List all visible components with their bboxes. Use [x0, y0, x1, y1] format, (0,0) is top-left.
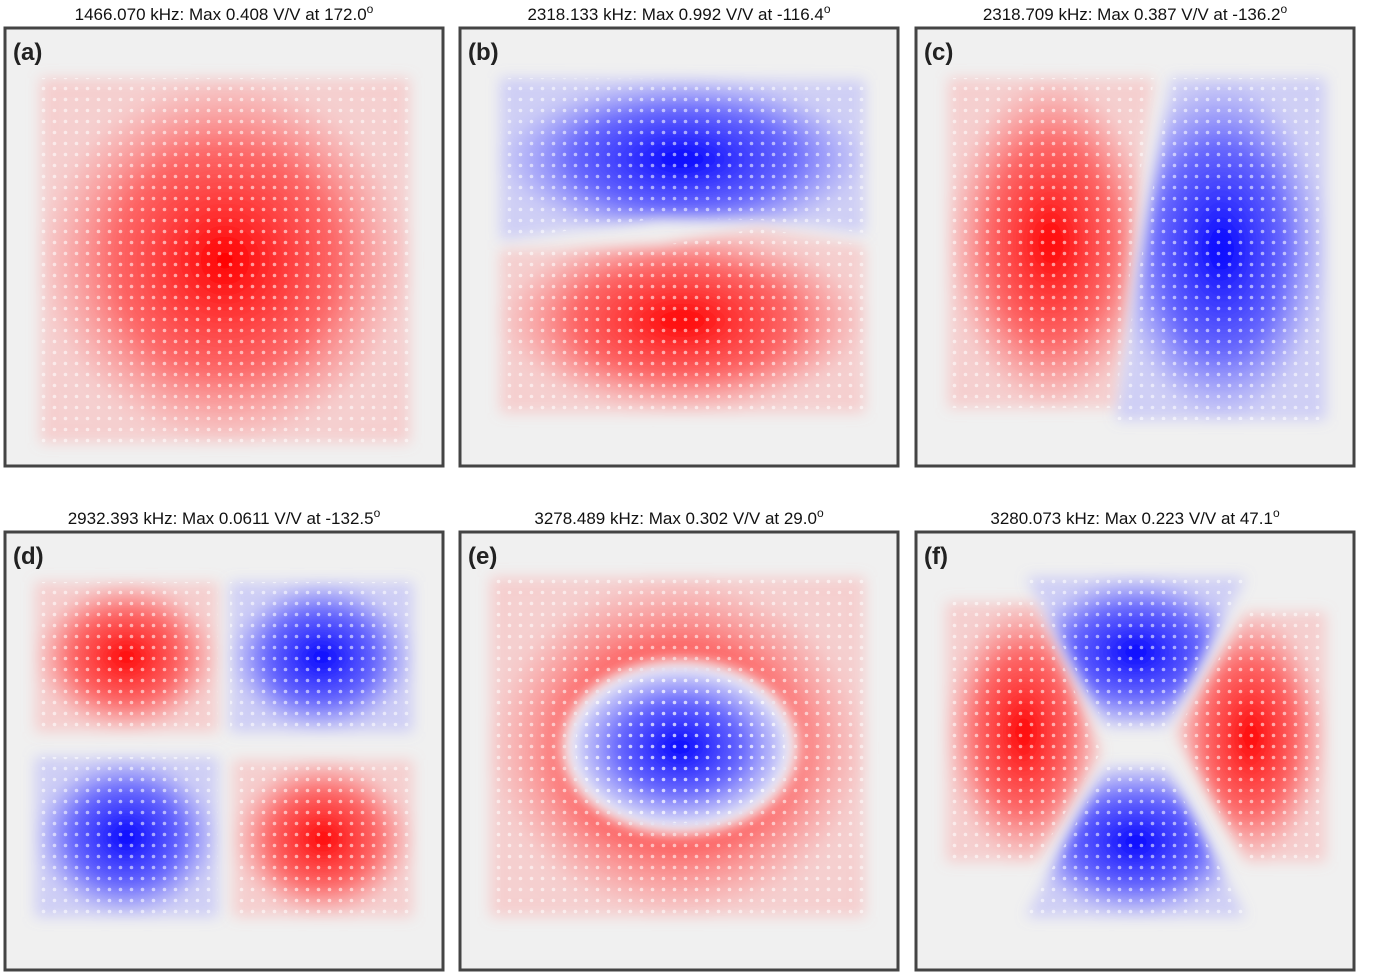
panel: (c): [916, 28, 1354, 466]
title-degree: o: [374, 506, 381, 520]
mode-dots: [233, 760, 413, 917]
mode-shape: [490, 577, 865, 917]
mode-dots: [35, 582, 218, 732]
mode-dots: [575, 671, 785, 823]
title-text: 3280.073 kHz: Max 0.223 V/V at 47.1: [990, 509, 1273, 528]
panel-title: 3280.073 kHz: Max 0.223 V/V at 47.1o: [990, 506, 1280, 528]
panel: (d): [5, 532, 443, 970]
figure: (a)1466.070 kHz: Max 0.408 V/V at 172.0o…: [0, 0, 1380, 973]
panel-title: 2932.393 kHz: Max 0.0611 V/V at -132.5o: [68, 506, 381, 528]
panel: (a): [5, 28, 443, 466]
title-degree: o: [367, 2, 374, 16]
panel-label: (f): [924, 543, 948, 570]
title-degree: o: [824, 2, 831, 16]
mode-dots: [500, 78, 865, 240]
title-degree: o: [1281, 2, 1288, 16]
title-degree: o: [817, 506, 824, 520]
panel-title: 2318.709 kHz: Max 0.387 V/V at -136.2o: [983, 2, 1288, 24]
mode-shape: [40, 78, 410, 443]
title-degree: o: [1273, 506, 1280, 520]
mode-dots: [35, 757, 218, 917]
panel-label: (c): [924, 39, 953, 66]
title-text: 2932.393 kHz: Max 0.0611 V/V at -132.5: [68, 509, 374, 528]
mode-dots: [230, 582, 413, 732]
panel-label: (e): [468, 543, 497, 570]
title-text: 2318.709 kHz: Max 0.387 V/V at -136.2: [983, 5, 1281, 24]
panel: (e): [460, 532, 898, 970]
panel: (b): [460, 28, 898, 466]
mode-dots: [40, 78, 410, 443]
panel-label: (b): [468, 39, 499, 66]
panel-title: 1466.070 kHz: Max 0.408 V/V at 172.0o: [75, 2, 374, 24]
panel-label: (a): [13, 39, 42, 66]
title-text: 2318.133 kHz: Max 0.992 V/V at -116.4: [527, 5, 823, 24]
panel: (f): [916, 532, 1354, 970]
panel-label: (d): [13, 543, 44, 570]
mode-dots: [500, 228, 865, 413]
panel-title: 2318.133 kHz: Max 0.992 V/V at -116.4o: [527, 2, 830, 24]
title-text: 3278.489 kHz: Max 0.302 V/V at 29.0: [534, 509, 817, 528]
panel-title: 3278.489 kHz: Max 0.302 V/V at 29.0o: [534, 506, 824, 528]
title-text: 1466.070 kHz: Max 0.408 V/V at 172.0: [75, 5, 367, 24]
